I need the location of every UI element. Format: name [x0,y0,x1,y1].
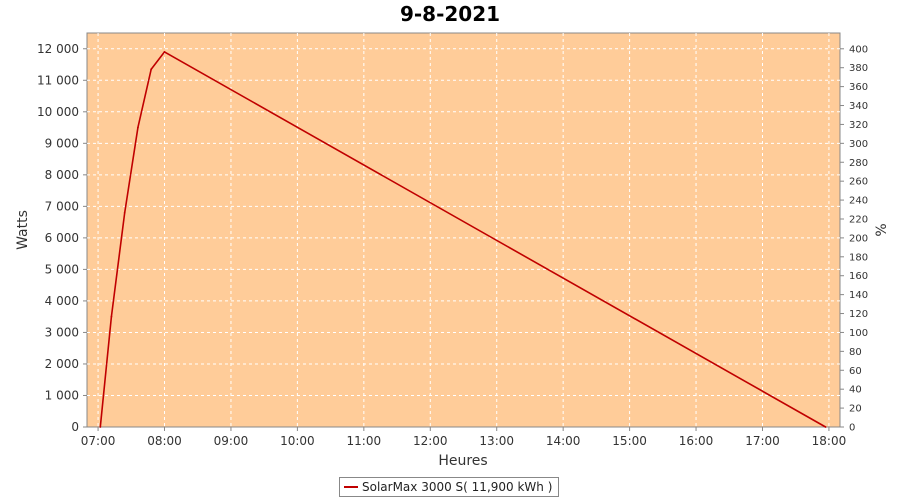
y-tick-label: 12 000 [37,42,79,56]
y-tick-label: 8 000 [45,168,79,182]
x-tick-label: 08:00 [147,434,182,448]
x-tick-label: 17:00 [745,434,780,448]
x-tick-label: 11:00 [347,434,382,448]
y-axis-right: 0 20 40 60 80 100 120 140 160 180 200 220 240 260 280 3… [840,44,868,434]
y-tick-label: 2 000 [45,357,79,371]
y-tick-label: 0 [71,420,79,434]
y2-tick-label: 340 [849,101,868,112]
data-point [163,51,166,53]
y2-tick-label: 300 [849,139,868,150]
legend: SolarMax 3000 S( 11,900 kWh ) [339,477,560,497]
x-tick-label: 14:00 [546,434,581,448]
y-tick-label: 6 000 [45,231,79,245]
x-tick-label: 09:00 [214,434,249,448]
y-tick-label: 3 000 [45,325,79,339]
y2-tick-label: 120 [849,309,868,320]
y-tick-label: 4 000 [45,294,79,308]
data-point [110,315,113,318]
y2-tick-label: 220 [849,214,868,225]
x-tick-label: 16:00 [679,434,714,448]
y-tick-label: 5 000 [45,262,79,276]
x-tick-label: 07:00 [81,434,116,448]
x-tick-label: 10:00 [280,434,315,448]
x-tick-label: 13:00 [479,434,514,448]
y2-tick-label: 320 [849,120,868,131]
y-axis-label: Watts [15,210,31,250]
y2-tick-label: 400 [849,44,868,55]
data-point [824,426,827,428]
data-point [150,68,153,71]
y2-tick-label: 100 [849,328,868,339]
y-tick-label: 7 000 [45,199,79,213]
y-tick-label: 11 000 [37,73,79,87]
data-point [123,211,126,214]
y2-tick-label: 200 [849,233,868,244]
y2-tick-label: 40 [849,385,862,396]
y-axis-left: 0 1 000 2 000 3 000 4 000 5 000 6 000 7 000 8 00… [37,42,87,434]
y2-tick-label: 240 [849,196,868,207]
data-point [137,126,139,129]
y-tick-label: 9 000 [45,136,79,150]
legend-swatch [344,486,358,488]
y2-tick-label: 380 [849,63,868,74]
y2-tick-label: 20 [849,404,862,415]
x-axis: 07:00 08:00 09:00 10:00 11:00 12:00 13:00 14:00… [81,427,846,448]
x-tick-label: 15:00 [612,434,647,448]
y2-tick-label: 60 [849,366,862,377]
y2-tick-label: 180 [849,252,868,263]
y2-tick-label: 260 [849,177,868,188]
y-tick-label: 10 000 [37,105,79,119]
data-point [99,426,102,428]
y2-tick-label: 140 [849,290,868,301]
chart-title: 9-8-2021 [400,2,500,26]
y2-tick-label: 80 [849,347,862,358]
plot-area [86,32,841,428]
x-axis-label: Heures [438,453,487,469]
y-tick-label: 1 000 [45,388,79,402]
x-tick-label: 12:00 [413,434,448,448]
y2-tick-label: 280 [849,158,868,169]
y2-tick-label: 160 [849,271,868,282]
y2-tick-label: 0 [849,423,855,434]
y2-tick-label: 360 [849,82,868,93]
legend-label: SolarMax 3000 S( 11,900 kWh ) [362,480,553,494]
y2-axis-label: % [874,223,890,236]
x-tick-label: 18:00 [812,434,847,448]
series-group [99,51,827,428]
